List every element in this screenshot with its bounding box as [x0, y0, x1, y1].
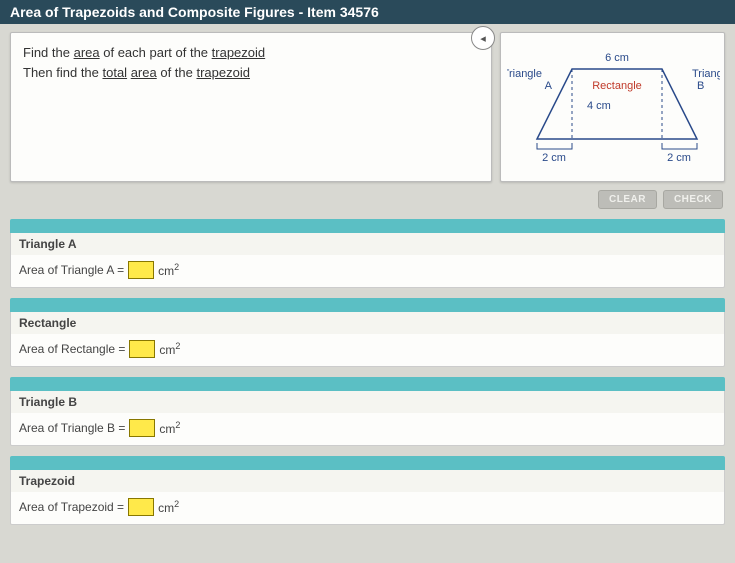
answer-input-triangle-a[interactable]	[128, 261, 154, 279]
answer-input-trapezoid[interactable]	[128, 498, 154, 516]
text: Then find the	[23, 65, 103, 80]
height-label: 4 cm	[587, 100, 611, 112]
section-rectangle: Rectangle Area of Rectangle = cm2	[10, 298, 725, 367]
section-title: Rectangle	[10, 312, 725, 334]
unit-label: cm2	[159, 341, 180, 357]
instructions-panel: Find the area of each part of the trapez…	[10, 32, 492, 182]
section-body: Area of Triangle B = cm2	[10, 413, 725, 446]
section-header-bar	[10, 298, 725, 312]
section-body: Area of Trapezoid = cm2	[10, 492, 725, 525]
underline-total: total	[103, 65, 128, 80]
top-row: ◂ Find the area of each part of the trap…	[0, 24, 735, 186]
underline-area: area	[74, 45, 100, 60]
text: of each part of the	[100, 45, 212, 60]
clear-button[interactable]: CLEAR	[598, 190, 657, 209]
unit-label: cm2	[159, 420, 180, 436]
section-header-bar	[10, 219, 725, 233]
section-body: Area of Rectangle = cm2	[10, 334, 725, 367]
bracket-right	[662, 143, 697, 149]
answer-sections: Triangle A Area of Triangle A = cm2 Rect…	[0, 219, 735, 545]
underline-trapezoid: trapezoid	[196, 65, 249, 80]
text: Find the	[23, 45, 74, 60]
section-title: Triangle A	[10, 233, 725, 255]
triangle-a-label-2: A	[545, 80, 553, 92]
unit: cm	[158, 264, 174, 278]
section-header-bar	[10, 377, 725, 391]
base-right-label: 2 cm	[667, 152, 691, 164]
figure-panel: 6 cm Triangle A Triangle B Rectangle 4 c…	[500, 32, 725, 182]
triangle-a-label-1: Triangle	[507, 68, 542, 80]
trapezoid-diagram: 6 cm Triangle A Triangle B Rectangle 4 c…	[507, 39, 720, 177]
triangle-b-label-1: Triangle	[692, 68, 720, 80]
speaker-icon: ◂	[480, 32, 486, 45]
triangle-b-label-2: B	[697, 80, 704, 92]
answer-input-rectangle[interactable]	[129, 340, 155, 358]
instruction-line-1: Find the area of each part of the trapez…	[23, 43, 479, 63]
audio-button[interactable]: ◂	[471, 26, 495, 50]
text: of the	[157, 65, 197, 80]
instruction-line-2: Then find the total area of the trapezoi…	[23, 63, 479, 83]
top-length-label: 6 cm	[605, 52, 629, 64]
exponent: 2	[175, 420, 180, 430]
check-button[interactable]: CHECK	[663, 190, 723, 209]
section-title: Trapezoid	[10, 470, 725, 492]
unit-label: cm2	[158, 262, 179, 278]
unit: cm	[159, 343, 175, 357]
section-title: Triangle B	[10, 391, 725, 413]
section-triangle-b: Triangle B Area of Triangle B = cm2	[10, 377, 725, 446]
answer-input-triangle-b[interactable]	[129, 419, 155, 437]
section-header-bar	[10, 456, 725, 470]
title-bar: Area of Trapezoids and Composite Figures…	[0, 0, 735, 24]
unit-label: cm2	[158, 499, 179, 515]
exponent: 2	[174, 499, 179, 509]
exponent: 2	[174, 262, 179, 272]
prompt-text: Area of Triangle A =	[19, 263, 124, 277]
prompt-text: Area of Trapezoid =	[19, 500, 124, 514]
unit: cm	[158, 501, 174, 515]
section-body: Area of Triangle A = cm2	[10, 255, 725, 288]
underline-area: area	[131, 65, 157, 80]
underline-trapezoid: trapezoid	[212, 45, 265, 60]
rectangle-label: Rectangle	[592, 80, 642, 92]
bracket-left	[537, 143, 572, 149]
exponent: 2	[175, 341, 180, 351]
button-row: CLEAR CHECK	[0, 186, 735, 219]
base-left-label: 2 cm	[542, 152, 566, 164]
prompt-text: Area of Triangle B =	[19, 421, 125, 435]
prompt-text: Area of Rectangle =	[19, 342, 125, 356]
unit: cm	[159, 422, 175, 436]
section-triangle-a: Triangle A Area of Triangle A = cm2	[10, 219, 725, 288]
section-trapezoid: Trapezoid Area of Trapezoid = cm2	[10, 456, 725, 525]
